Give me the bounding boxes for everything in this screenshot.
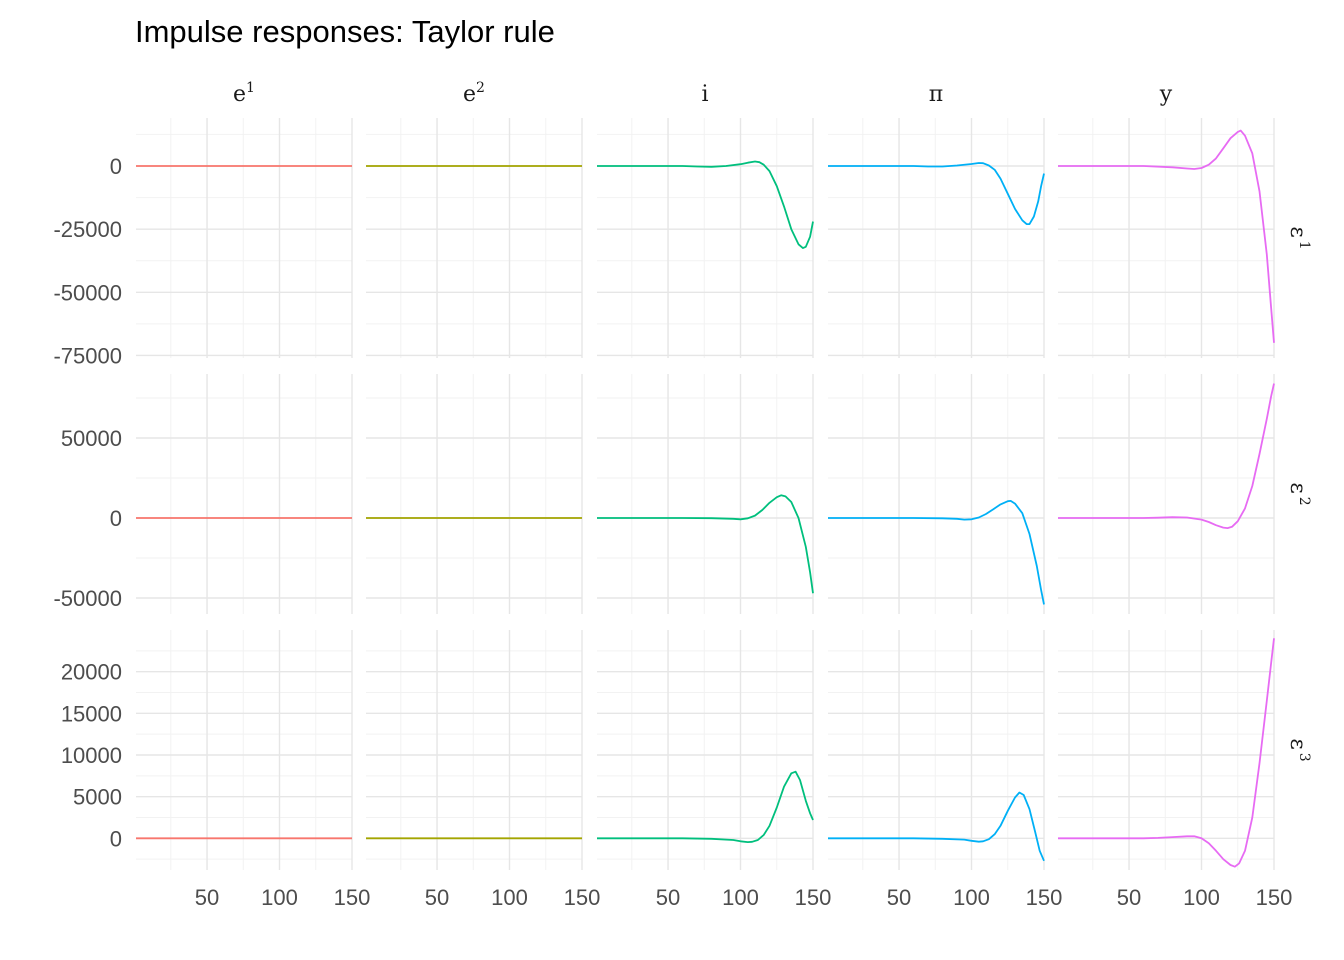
series-line-pi bbox=[828, 791, 1045, 862]
y-tick-label: 0 bbox=[110, 826, 122, 851]
x-tick-label: 150 bbox=[564, 885, 601, 910]
column-strip-label: e2 bbox=[463, 80, 485, 107]
x-tick-label: 100 bbox=[953, 885, 990, 910]
facet-panel bbox=[366, 374, 583, 614]
series-line-y bbox=[1058, 129, 1275, 343]
row-strip-label: ε2 bbox=[1285, 482, 1312, 505]
series-line-i bbox=[597, 494, 814, 594]
series-line-y bbox=[1058, 638, 1275, 868]
facet-panel bbox=[366, 118, 583, 358]
row-strip-label: ε3 bbox=[1285, 738, 1312, 761]
y-tick-label: -75000 bbox=[53, 343, 122, 368]
x-tick-label: 100 bbox=[722, 885, 759, 910]
facet-panel bbox=[1058, 630, 1275, 870]
facet-panel bbox=[136, 374, 353, 614]
x-tick-label: 50 bbox=[425, 885, 449, 910]
x-tick-label: 50 bbox=[887, 885, 911, 910]
y-tick-label: 0 bbox=[110, 506, 122, 531]
facet-panel bbox=[597, 118, 814, 358]
facet-panel bbox=[828, 374, 1045, 614]
facet-panel bbox=[1058, 118, 1275, 358]
column-strip-label: y bbox=[1159, 82, 1173, 107]
column-strip-label: i bbox=[701, 82, 708, 107]
y-tick-label: 20000 bbox=[61, 660, 122, 685]
column-strip-label: e1 bbox=[233, 80, 255, 107]
facet-panel bbox=[136, 630, 353, 870]
facet-panel bbox=[597, 630, 814, 870]
facet-panel bbox=[597, 374, 814, 614]
y-tick-label: 10000 bbox=[61, 743, 122, 768]
y-tick-label: -50000 bbox=[53, 586, 122, 611]
x-tick-label: 150 bbox=[334, 885, 371, 910]
series-line-i bbox=[597, 770, 814, 843]
row-strip-label: ε1 bbox=[1285, 226, 1312, 249]
x-tick-label: 100 bbox=[261, 885, 298, 910]
facet-panel bbox=[1058, 374, 1275, 614]
facet-panel bbox=[136, 118, 353, 358]
series-line-pi bbox=[828, 162, 1045, 225]
y-tick-label: -50000 bbox=[53, 280, 122, 305]
series-line-i bbox=[597, 160, 814, 249]
x-tick-label: 50 bbox=[195, 885, 219, 910]
panel-grid: e1 e2 i π yε1-75000-50000-250000ε2-500000500… bbox=[53, 80, 1312, 910]
column-strip-label: π bbox=[929, 82, 943, 107]
x-tick-label: 100 bbox=[491, 885, 528, 910]
chart-title: Impulse responses: Taylor rule bbox=[135, 14, 555, 49]
y-tick-label: 0 bbox=[110, 154, 122, 179]
x-tick-label: 150 bbox=[1256, 885, 1293, 910]
facet-panel bbox=[366, 630, 583, 870]
series-line-y bbox=[1058, 383, 1275, 529]
series-line-pi bbox=[828, 500, 1045, 605]
x-tick-label: 50 bbox=[656, 885, 680, 910]
x-tick-label: 100 bbox=[1183, 885, 1220, 910]
y-tick-label: 50000 bbox=[61, 426, 122, 451]
facet-panel bbox=[828, 118, 1045, 358]
facet-panel bbox=[828, 630, 1045, 870]
y-tick-label: 5000 bbox=[73, 785, 122, 810]
x-tick-label: 150 bbox=[1026, 885, 1063, 910]
y-tick-label: 15000 bbox=[61, 701, 122, 726]
x-tick-label: 50 bbox=[1117, 885, 1141, 910]
y-tick-label: -25000 bbox=[53, 217, 122, 242]
x-tick-label: 150 bbox=[795, 885, 832, 910]
